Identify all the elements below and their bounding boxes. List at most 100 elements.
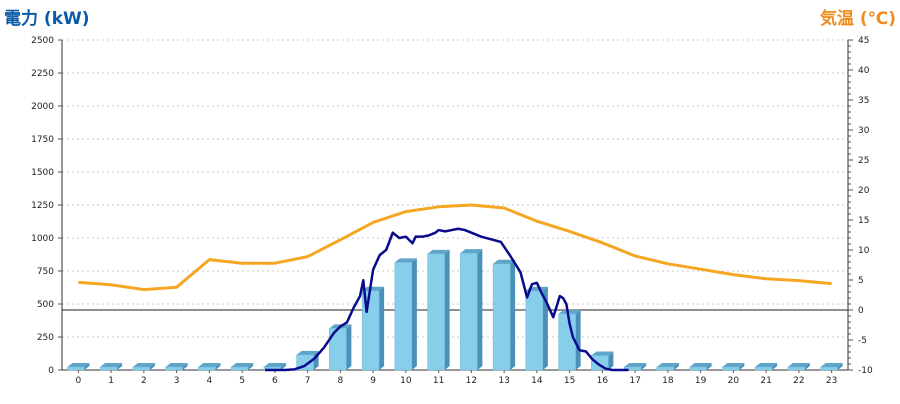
x-tick-label: 23 xyxy=(826,376,837,386)
x-tick-label: 22 xyxy=(793,376,804,386)
bar xyxy=(623,366,642,371)
left-axis-title: 電力 (kW) xyxy=(4,9,90,29)
bar xyxy=(787,366,806,371)
left-tick-label: 1250 xyxy=(31,201,54,211)
right-tick-label: 10 xyxy=(858,246,870,256)
left-tick-label: 500 xyxy=(37,300,54,310)
x-tick-label: 18 xyxy=(662,376,674,386)
bar xyxy=(198,366,216,371)
bar-side xyxy=(510,259,516,370)
x-tick-label: 2 xyxy=(141,376,147,386)
left-tick-label: 2500 xyxy=(31,36,54,46)
bar-top xyxy=(558,309,581,314)
bar-top xyxy=(755,363,778,367)
bar xyxy=(165,366,183,371)
x-tick-label: 20 xyxy=(728,376,740,386)
bar-top xyxy=(362,286,385,291)
bar xyxy=(656,366,675,371)
bar-side xyxy=(411,258,417,370)
x-tick-label: 9 xyxy=(370,376,376,386)
right-axis-title: 気温 (℃) xyxy=(819,9,896,29)
bar xyxy=(394,262,413,371)
bar-side xyxy=(706,363,712,370)
bar xyxy=(230,366,249,371)
bar-top xyxy=(787,363,810,367)
right-tick-label: -10 xyxy=(858,366,873,376)
bar-top xyxy=(624,363,647,367)
bar xyxy=(460,252,478,371)
bar-side xyxy=(444,249,450,370)
bar-side xyxy=(804,363,810,370)
right-tick-label: 0 xyxy=(858,306,864,316)
x-tick-label: 8 xyxy=(338,376,344,386)
x-tick-label: 1 xyxy=(108,376,114,386)
right-tick-label: 15 xyxy=(858,216,869,226)
left-tick-label: 2250 xyxy=(31,69,54,79)
bar-top xyxy=(722,363,745,367)
bar-side xyxy=(608,351,614,370)
x-tick-label: 14 xyxy=(531,376,543,386)
bar-top xyxy=(493,259,516,264)
x-tick-label: 13 xyxy=(498,376,509,386)
bar-side xyxy=(84,363,90,370)
x-tick-label: 10 xyxy=(400,376,412,386)
bar-top xyxy=(263,363,286,367)
bar-top xyxy=(656,363,679,367)
bar-top xyxy=(296,350,319,355)
right-tick-label: 35 xyxy=(858,96,869,106)
right-tick-label: 45 xyxy=(858,36,869,46)
temperature-line xyxy=(78,203,832,292)
bar-side xyxy=(739,363,745,370)
x-tick-label: 4 xyxy=(207,376,213,386)
x-tick-label: 12 xyxy=(466,376,477,386)
left-tick-label: 1750 xyxy=(31,135,54,145)
bar-top xyxy=(460,249,483,254)
right-tick-label: 5 xyxy=(858,276,864,286)
bar-side xyxy=(248,363,254,370)
bar-side xyxy=(641,363,647,370)
bar-side xyxy=(346,324,352,370)
bar-side xyxy=(280,363,286,370)
bar xyxy=(99,366,118,371)
bar-side xyxy=(575,309,581,370)
bar-side xyxy=(477,249,483,370)
left-tick-label: 750 xyxy=(37,267,54,277)
bar-top xyxy=(591,351,614,356)
bar-side xyxy=(149,363,155,370)
bar-side xyxy=(182,363,188,370)
x-tick-label: 19 xyxy=(695,376,707,386)
x-tick-label: 7 xyxy=(305,376,311,386)
bar-side xyxy=(117,363,123,370)
x-tick-label: 15 xyxy=(564,376,575,386)
bar xyxy=(132,366,151,371)
x-tick-label: 16 xyxy=(597,376,609,386)
x-tick-label: 5 xyxy=(239,376,245,386)
right-tick-label: 25 xyxy=(858,156,869,166)
bar-top xyxy=(198,363,221,367)
bar-side xyxy=(772,363,778,370)
bar xyxy=(558,313,576,371)
bar xyxy=(722,366,740,371)
right-tick-label: 40 xyxy=(858,66,870,76)
left-tick-label: 250 xyxy=(37,333,54,343)
x-tick-label: 3 xyxy=(174,376,180,386)
left-tick-label: 1500 xyxy=(31,168,54,178)
bar xyxy=(67,366,85,371)
bar-top xyxy=(165,363,188,367)
bar-side xyxy=(673,363,679,370)
x-tick-label: 0 xyxy=(76,376,82,386)
x-tick-label: 17 xyxy=(629,376,640,386)
right-tick-label: 30 xyxy=(858,126,870,136)
bar xyxy=(525,290,544,371)
left-tick-label: 0 xyxy=(48,366,54,376)
bar-top xyxy=(231,363,254,367)
x-tick-label: 6 xyxy=(272,376,278,386)
bar xyxy=(754,366,773,371)
bar-top xyxy=(820,363,843,367)
x-tick-label: 21 xyxy=(760,376,771,386)
power-line xyxy=(265,227,629,372)
bar xyxy=(492,263,511,371)
bar-top xyxy=(427,249,450,254)
